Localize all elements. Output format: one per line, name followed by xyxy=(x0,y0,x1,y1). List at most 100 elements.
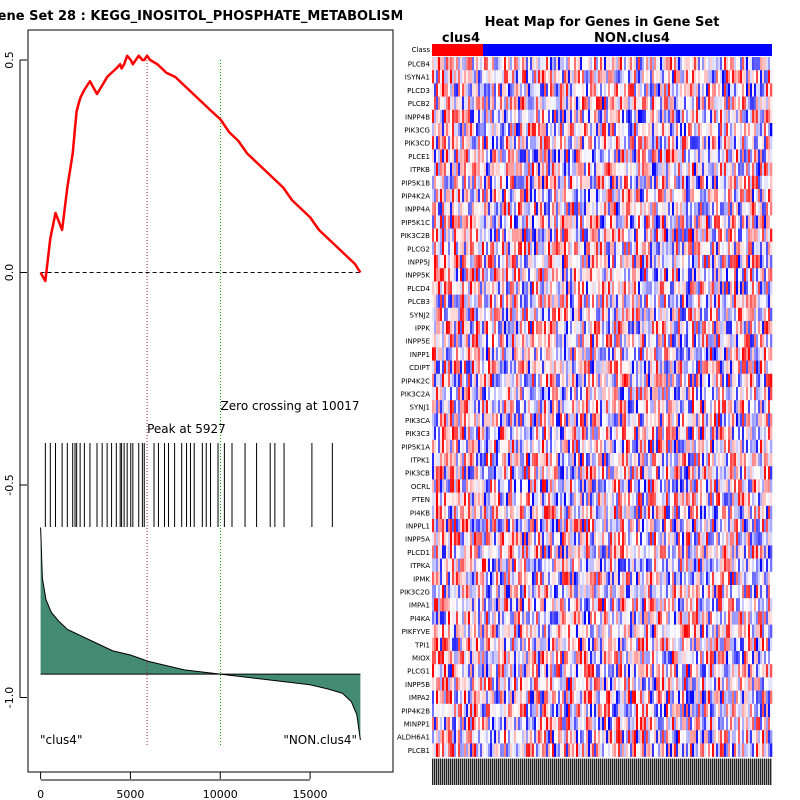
heatmap-cell xyxy=(560,307,563,322)
heatmap-cell xyxy=(474,189,477,203)
heatmap-cell xyxy=(530,70,533,84)
heatmap-cell xyxy=(540,347,543,361)
heatmap-cell xyxy=(638,281,641,295)
heatmap-cell xyxy=(474,241,477,256)
heatmap-cell xyxy=(546,202,549,216)
heatmap-cell xyxy=(762,57,765,71)
heatmap-cell xyxy=(610,334,613,348)
heatmap-cell xyxy=(764,347,767,361)
heatmap-cell xyxy=(588,70,591,84)
heatmap-cell xyxy=(756,109,759,124)
heatmap-cell xyxy=(706,387,709,401)
heatmap-cell xyxy=(472,294,475,309)
heatmap-cell xyxy=(704,228,707,243)
heatmap-cell xyxy=(652,162,655,177)
heatmap-cell xyxy=(522,268,525,282)
heatmap-cell xyxy=(562,387,565,401)
heatmap-cell xyxy=(734,123,737,137)
heatmap-cell xyxy=(488,70,491,84)
heatmap-cell xyxy=(746,387,749,401)
heatmap-cell xyxy=(594,294,597,309)
heatmap-cell xyxy=(768,400,771,414)
heatmap-cell xyxy=(624,136,627,150)
heatmap-cell xyxy=(488,334,491,348)
heatmap-cell xyxy=(706,334,709,348)
heatmap-cell xyxy=(712,189,715,203)
heatmap-cell xyxy=(554,57,557,71)
heatmap-cell xyxy=(740,413,743,427)
heatmap-cell xyxy=(468,149,471,163)
heatmap-cell xyxy=(484,321,487,335)
heatmap-cell xyxy=(460,307,463,322)
heatmap-cell xyxy=(724,413,727,427)
heatmap-cell xyxy=(528,241,531,256)
heatmap-cell xyxy=(642,215,645,229)
heatmap-cell xyxy=(554,123,557,137)
heatmap-cell xyxy=(606,215,609,229)
heatmap-cell xyxy=(534,202,537,216)
heatmap-cell xyxy=(466,149,469,163)
heatmap-cell xyxy=(456,268,459,282)
heatmap-cell xyxy=(550,96,553,111)
heatmap-cell xyxy=(528,400,531,414)
heatmap-cell xyxy=(456,426,459,441)
heatmap-cell xyxy=(576,162,579,177)
heatmap-cell xyxy=(458,413,461,427)
heatmap-cell xyxy=(512,123,515,137)
heatmap-cell xyxy=(706,189,709,203)
heatmap-cell xyxy=(520,413,523,427)
heatmap-cell xyxy=(462,109,465,124)
heatmap-cell xyxy=(560,70,563,84)
heatmap-cell xyxy=(454,123,457,137)
heatmap-cell xyxy=(490,347,493,361)
heatmap-cell xyxy=(468,360,471,375)
heatmap-cell xyxy=(542,268,545,282)
heatmap-cell xyxy=(590,241,593,256)
heatmap-cell xyxy=(712,175,715,190)
heatmap-cell xyxy=(474,426,477,441)
heatmap-cell xyxy=(520,347,523,361)
heatmap-cell xyxy=(708,360,711,375)
heatmap-cell xyxy=(750,175,753,190)
heatmap-cell xyxy=(500,334,503,348)
heatmap-cell xyxy=(708,413,711,427)
heatmap-cell xyxy=(476,215,479,229)
heatmap-cell xyxy=(536,96,539,111)
heatmap-cell xyxy=(522,426,525,441)
heatmap-cell xyxy=(516,83,519,97)
heatmap-cell xyxy=(610,123,613,137)
heatmap-cell xyxy=(708,109,711,124)
heatmap-cell xyxy=(580,321,583,335)
heatmap-cell xyxy=(664,373,667,388)
heatmap-cell xyxy=(674,70,677,84)
heatmap-cell xyxy=(570,360,573,375)
heatmap-cell xyxy=(482,400,485,414)
heatmap-cell xyxy=(736,294,739,309)
heatmap-cell xyxy=(702,387,705,401)
heatmap-cell xyxy=(612,255,615,269)
heatmap-cell xyxy=(610,400,613,414)
heatmap-cell xyxy=(606,189,609,203)
heatmap-cell xyxy=(666,268,669,282)
heatmap-cell xyxy=(610,241,613,256)
heatmap-cell xyxy=(602,123,605,137)
heatmap-cell xyxy=(738,268,741,282)
heatmap-cell xyxy=(534,215,537,229)
heatmap-cell xyxy=(698,202,701,216)
heatmap-cell xyxy=(574,373,577,388)
heatmap-cell xyxy=(528,162,531,177)
heatmap-cell xyxy=(494,268,497,282)
heatmap-cell xyxy=(516,255,519,269)
heatmap-cell xyxy=(662,162,665,177)
heatmap-cell xyxy=(534,294,537,309)
heatmap-cell xyxy=(730,268,733,282)
heatmap-cell xyxy=(514,400,517,414)
heatmap-cell xyxy=(566,96,569,111)
heatmap-cell xyxy=(470,294,473,309)
heatmap-cell xyxy=(640,347,643,361)
heatmap-cell xyxy=(670,70,673,84)
heatmap-cell xyxy=(594,255,597,269)
heatmap-cell xyxy=(576,109,579,124)
heatmap-cell xyxy=(732,307,735,322)
heatmap-cell xyxy=(500,241,503,256)
